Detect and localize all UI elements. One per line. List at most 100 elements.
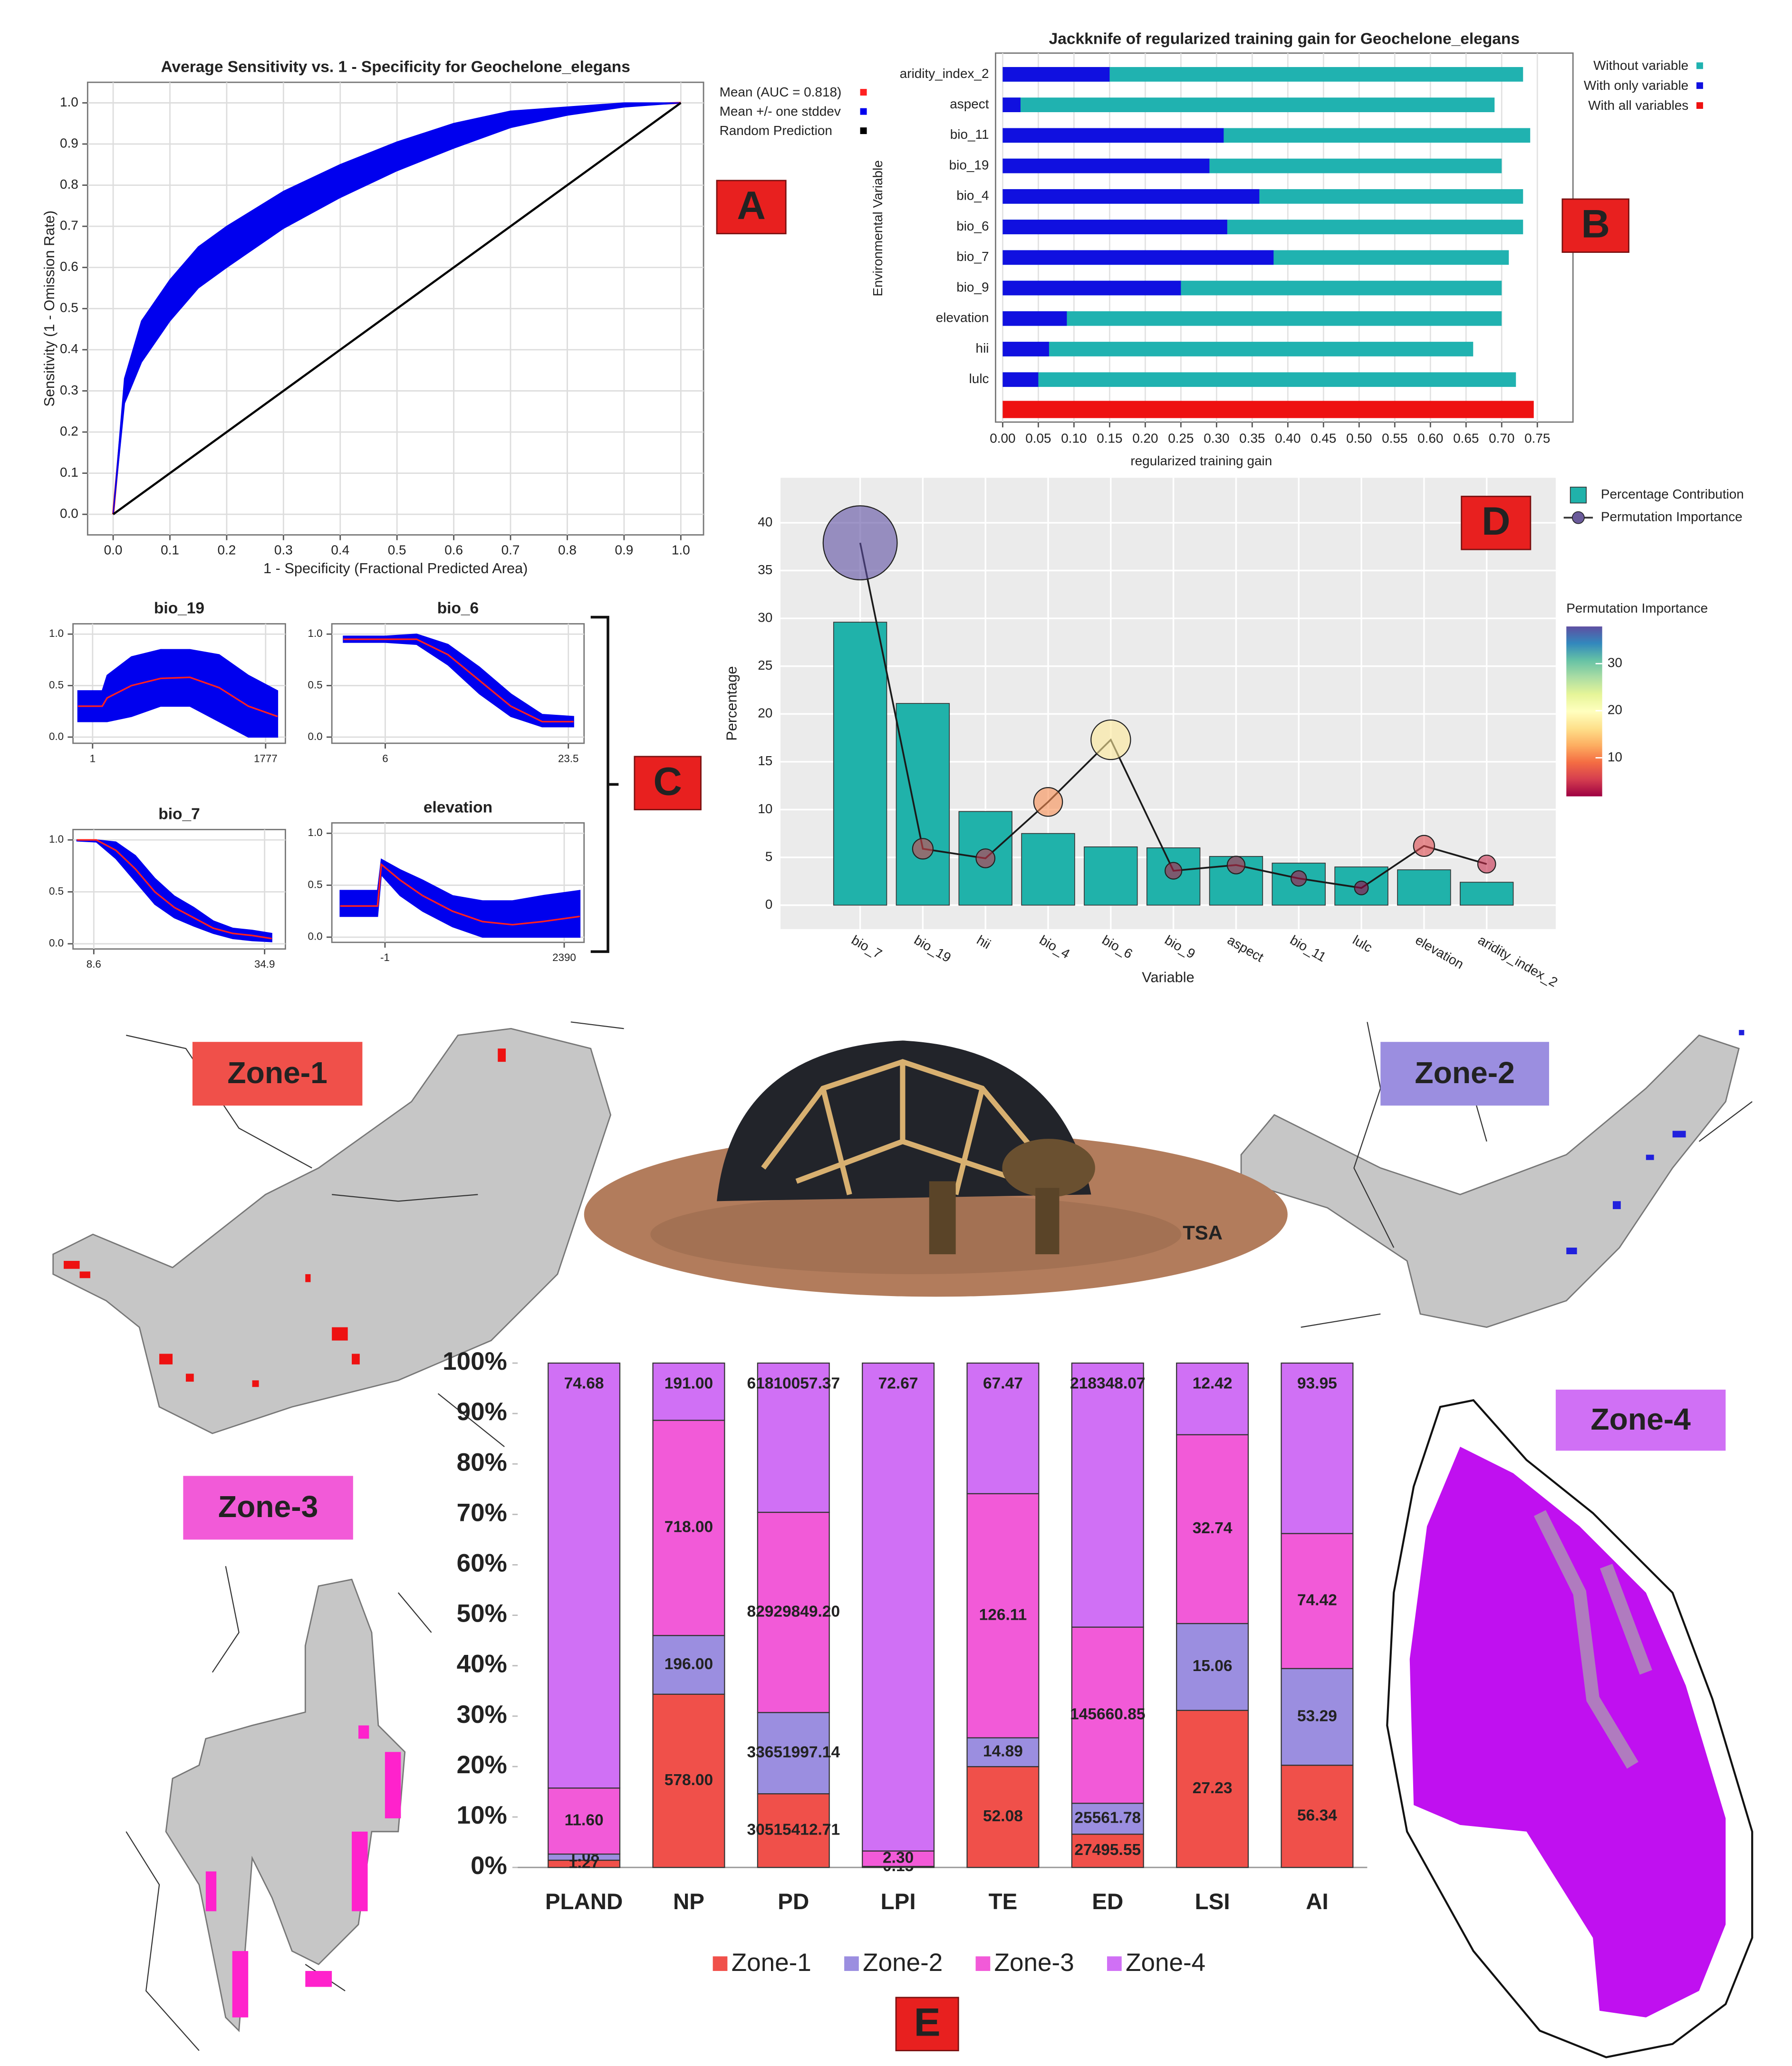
x-tick-label: 0.60 [1417,431,1443,446]
zone-3-region [165,1578,406,2032]
y-tick-label: 0.7 [60,218,78,233]
bar-chart: 0 5 10 15 20 25 30 35 40 bio_7 bio_19 hii bio_4 bio_6… [723,478,1744,990]
bar [1002,220,1227,234]
panel-label: D [1482,499,1511,543]
x-tick-label: 0.10 [1061,431,1087,446]
y-tick-label: 30% [457,1701,507,1729]
y-tick-label: 25 [758,658,772,673]
bar-segment [652,1420,725,1636]
value-label: 56.34 [1297,1807,1337,1825]
series-line [343,638,574,723]
legend-swatch [975,1956,991,1971]
y-tick-label: 80% [457,1448,507,1476]
bar-segment [757,1712,830,1795]
bar [1002,250,1274,265]
bubble [1354,880,1369,895]
y-axis-label: Sensitivity (1 - Omission Rate) [41,211,58,407]
y-tick-label: 50% [457,1600,507,1628]
x-tick-label: aridity_index_2 [1475,932,1560,990]
zone-2-map [1240,1022,1753,1328]
panel-label: A [737,183,766,228]
bar [1002,342,1049,356]
x-tick-label: PLAND [545,1889,623,1914]
value-label: 14.89 [983,1743,1023,1760]
legend-swatch [860,89,867,96]
legend-label: Permutation Importance [1601,509,1743,524]
y-tick-label: 0.9 [60,135,78,150]
x-tick-label: 23.5 [558,752,578,764]
bar-segment [1281,1668,1354,1766]
y-tick-label: 5 [765,849,773,864]
bar-segment [966,1737,1040,1768]
legend-label: Zone-4 [1126,1949,1205,1977]
bar [833,622,887,906]
zone-2-region [1240,1034,1740,1328]
x-tick-label: 0.40 [1275,431,1301,446]
y-tick-label: 40 [758,514,772,529]
x-tick-label: bio_9 [1162,932,1198,961]
zone-label-box [1380,1042,1549,1106]
x-tick-label: lulc [1350,932,1375,955]
y-tick-label: 0.1 [60,465,78,480]
legend-swatch [713,1956,728,1971]
legend-label: Percentage Contribution [1601,487,1744,501]
y-tick-label: 0.5 [60,300,78,315]
zone-label: Zone-1 [227,1056,327,1090]
chart-title: elevation [424,799,492,817]
bar-segment [757,1362,830,1513]
y-tick-label: hii [976,341,989,356]
x-tick-label: NP [673,1889,704,1914]
x-tick-label: 34.9 [254,958,275,970]
zone-1-map [52,1021,624,1447]
bar [1002,342,1474,356]
x-tick-label: 0.8 [558,542,577,557]
bubble [1033,787,1063,817]
legend-label: Zone-3 [994,1949,1074,1977]
zone-1-region [52,1028,612,1434]
panel-label: C [653,759,682,804]
bar [1002,158,1210,173]
y-tick-label: 10 [758,801,772,816]
bar [1002,97,1021,112]
x-tick-label: 0.5 [388,542,406,557]
y-tick-label: 0.5 [308,679,323,691]
leg [929,1181,956,1255]
x-tick-label: elevation [1413,932,1466,972]
bar-segment [548,1362,621,1789]
y-tick-label: 0% [471,1852,507,1880]
bar [1002,401,1534,418]
value-label: 11.60 [565,1811,604,1829]
x-tick-label: 0.75 [1524,431,1550,446]
panel-label-box [895,1997,959,2051]
x-axis-label: Variable [1142,969,1194,985]
x-tick-label: PD [778,1889,809,1914]
bar-segment [862,1850,935,1867]
ground-shade [650,1194,1182,1274]
series-line [340,863,580,926]
x-tick-label: aspect [1225,932,1266,965]
x-axis-label: regularized training gain [1130,453,1272,468]
bar [1397,869,1451,906]
y-tick-label: 0.0 [308,931,323,942]
colorbar [1566,626,1602,797]
x-tick-label: 0.2 [218,542,236,557]
value-label: 27.23 [1193,1779,1233,1797]
zone-3-patches [205,1725,401,2018]
value-label: 145660.85 [1070,1706,1145,1723]
legend-label: Mean (AUC = 0.818) [720,85,842,99]
value-label: 27495.55 [1074,1841,1141,1859]
zone-4-region [1409,1446,1726,2018]
series-line [112,102,682,515]
x-tick-label: bio_19 [912,932,954,965]
x-tick-label: 0.05 [1025,431,1051,446]
y-tick-label: 90% [457,1398,507,1426]
bar-segment [1176,1710,1249,1868]
bar-segment [1281,1765,1354,1868]
bar-segment [548,1787,621,1855]
y-tick-label: bio_9 [956,279,989,294]
bar-segment [966,1766,1040,1868]
y-tick-label: 0.0 [60,506,78,521]
x-tick-label: 0.7 [501,542,520,557]
zone-label-box [183,1476,353,1540]
